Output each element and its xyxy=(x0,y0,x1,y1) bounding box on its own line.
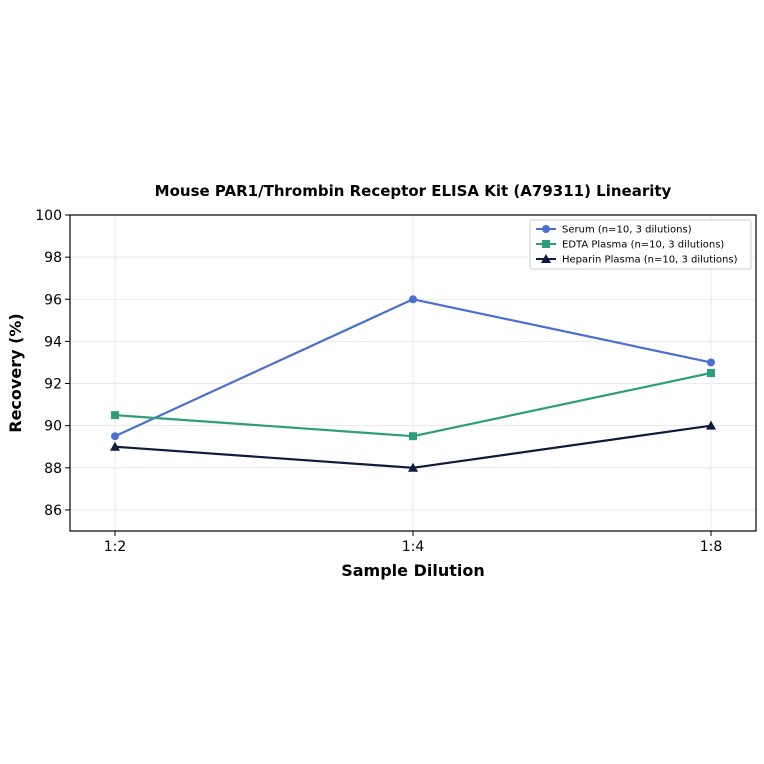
y-axis-label: Recovery (%) xyxy=(6,313,25,432)
x-tick-label: 1:2 xyxy=(104,539,127,555)
legend-marker xyxy=(542,240,550,248)
data-point xyxy=(409,295,417,304)
legend-label: Heparin Plasma (n=10, 3 dilutions) xyxy=(562,255,738,266)
legend: Serum (n=10, 3 dilutions) EDTA Plasma (n=… xyxy=(529,219,752,270)
legend-label: Serum (n=10, 3 dilutions) xyxy=(562,225,692,236)
y-tick-label: 94 xyxy=(44,334,62,350)
y-tick-label: 98 xyxy=(44,250,62,266)
x-tick-label: 1:8 xyxy=(700,539,723,555)
legend-marker xyxy=(542,225,550,233)
series-2 xyxy=(111,369,715,441)
y-tick-label: 100 xyxy=(35,208,62,224)
legend-box xyxy=(529,219,752,270)
legend-marker xyxy=(541,254,551,263)
y-tick-label: 92 xyxy=(44,377,62,393)
series-3 xyxy=(110,420,716,472)
data-point xyxy=(110,441,120,451)
data-point xyxy=(707,369,715,377)
x-axis: 1:2 1:4 1:8 xyxy=(104,531,723,555)
data-point xyxy=(409,432,417,441)
x-axis-label: Sample Dilution xyxy=(341,561,485,580)
series-1 xyxy=(111,295,715,441)
y-tick-label: 96 xyxy=(44,292,62,308)
chart-title: Mouse PAR1/Thrombin Receptor ELISA Kit (… xyxy=(155,182,672,200)
y-axis: 86 88 90 92 94 96 98 100 xyxy=(35,208,70,519)
y-tick-label: 88 xyxy=(44,461,62,477)
data-point xyxy=(408,462,418,472)
data-point xyxy=(111,432,119,441)
data-point xyxy=(707,358,715,367)
legend-label: EDTA Plasma (n=10, 3 dilutions) xyxy=(562,240,724,251)
y-tick-label: 90 xyxy=(44,419,62,435)
x-tick-label: 1:4 xyxy=(402,539,425,555)
y-tick-label: 86 xyxy=(44,503,62,519)
series-layer xyxy=(110,295,716,472)
data-point xyxy=(706,420,716,430)
data-point xyxy=(111,411,119,420)
